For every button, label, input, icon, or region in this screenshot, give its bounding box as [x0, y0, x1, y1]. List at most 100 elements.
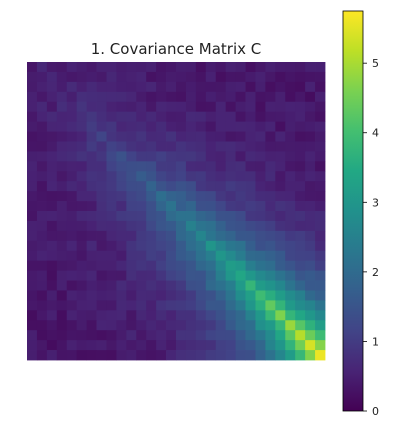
heatmap-cell — [96, 320, 107, 331]
heatmap-cell — [96, 270, 107, 281]
heatmap-cell — [46, 181, 58, 192]
heatmap-cell — [96, 230, 107, 242]
heatmap-cell — [265, 121, 276, 132]
heatmap-cell — [146, 220, 157, 232]
heatmap-cell — [76, 211, 87, 222]
heatmap-cell — [166, 310, 177, 321]
heatmap-cell — [285, 260, 296, 271]
heatmap-cell — [305, 220, 316, 232]
heatmap-cell — [185, 191, 197, 202]
heatmap-cell — [245, 240, 256, 252]
heatmap-cell — [156, 111, 167, 122]
heatmap-cell — [185, 270, 197, 281]
heatmap-cell — [245, 250, 256, 262]
heatmap-cell — [315, 211, 326, 222]
heatmap-cell — [255, 330, 266, 341]
heatmap-cell — [36, 121, 48, 132]
heatmap-cell — [205, 340, 217, 351]
heatmap-cell — [295, 141, 306, 152]
heatmap-cell — [176, 111, 187, 122]
heatmap-cell — [176, 101, 187, 113]
heatmap-cell — [255, 240, 266, 252]
heatmap-cell — [126, 350, 137, 361]
heatmap-cell — [126, 240, 137, 252]
heatmap-cell — [235, 330, 246, 341]
heatmap-cell — [176, 310, 187, 321]
heatmap-cell — [106, 290, 117, 301]
heatmap-cell — [295, 81, 306, 93]
heatmap-cell — [66, 201, 78, 212]
heatmap-cell — [36, 340, 48, 351]
heatmap-cell — [305, 320, 316, 331]
heatmap-cell — [76, 101, 87, 113]
heatmap-cell — [56, 101, 68, 113]
heatmap-cell — [56, 131, 68, 142]
heatmap-cell — [225, 270, 236, 281]
heatmap-cell — [255, 340, 266, 351]
heatmap-cell — [116, 240, 127, 252]
heatmap-cell — [255, 220, 266, 232]
heatmap-cell — [315, 260, 326, 271]
heatmap-cell — [305, 230, 316, 242]
heatmap-cell — [195, 211, 207, 222]
heatmap-cell — [27, 350, 38, 361]
heatmap-cell — [245, 220, 256, 232]
heatmap-cell — [96, 290, 107, 301]
heatmap-cell — [205, 62, 217, 73]
heatmap-cell — [305, 290, 316, 301]
heatmap-cell — [156, 101, 167, 113]
heatmap-cell — [195, 71, 207, 83]
heatmap-cell — [106, 191, 117, 202]
heatmap-cell — [156, 131, 167, 142]
heatmap-cell — [225, 81, 236, 93]
heatmap-cell — [36, 91, 48, 103]
heatmap-cell — [146, 62, 157, 73]
colorbar: 0 1 2 3 4 5 — [342, 10, 379, 418]
heatmap-cell — [315, 320, 326, 331]
heatmap-cell — [126, 310, 137, 321]
heatmap-cell — [265, 350, 276, 361]
heatmap-cell — [96, 201, 107, 212]
heatmap-cell — [46, 121, 58, 132]
heatmap-cell — [76, 270, 87, 281]
heatmap-cell — [86, 320, 97, 331]
heatmap-cell — [265, 340, 276, 351]
heatmap-cell — [295, 111, 306, 122]
heatmap-cell — [36, 101, 48, 113]
heatmap-cell — [106, 151, 117, 162]
heatmap-cell — [185, 62, 197, 73]
heatmap-cell — [225, 121, 236, 132]
heatmap-cell — [315, 350, 326, 361]
heatmap-cell — [235, 340, 246, 351]
heatmap-cell — [295, 260, 306, 271]
heatmap-cell — [66, 310, 78, 321]
heatmap-cell — [305, 171, 316, 182]
heatmap-cell — [27, 71, 38, 83]
heatmap-cell — [195, 230, 207, 242]
heatmap-cell — [255, 290, 266, 301]
heatmap-cell — [106, 211, 117, 222]
heatmap-cell — [27, 330, 38, 341]
heatmap-cell — [156, 191, 167, 202]
heatmap-cell — [315, 290, 326, 301]
heatmap-cell — [195, 141, 207, 152]
colorbar-tick-label: 1 — [372, 335, 379, 348]
heatmap-cell — [195, 91, 207, 103]
heatmap-cell — [116, 270, 127, 281]
heatmap-cell — [275, 220, 286, 232]
heatmap-cell — [215, 91, 227, 103]
heatmap-cell — [106, 161, 117, 172]
heatmap-cell — [56, 211, 68, 222]
heatmap-cell — [295, 131, 306, 142]
heatmap-cell — [116, 201, 127, 212]
heatmap-cell — [225, 300, 236, 311]
heatmap-cell — [185, 300, 197, 311]
heatmap-cell — [146, 131, 157, 142]
heatmap-cell — [106, 111, 117, 122]
heatmap-cell — [36, 260, 48, 271]
heatmap-cell — [245, 211, 256, 222]
heatmap-cell — [255, 181, 266, 192]
heatmap-cell — [195, 62, 207, 73]
heatmap-cell — [315, 181, 326, 192]
heatmap-cell — [195, 240, 207, 252]
